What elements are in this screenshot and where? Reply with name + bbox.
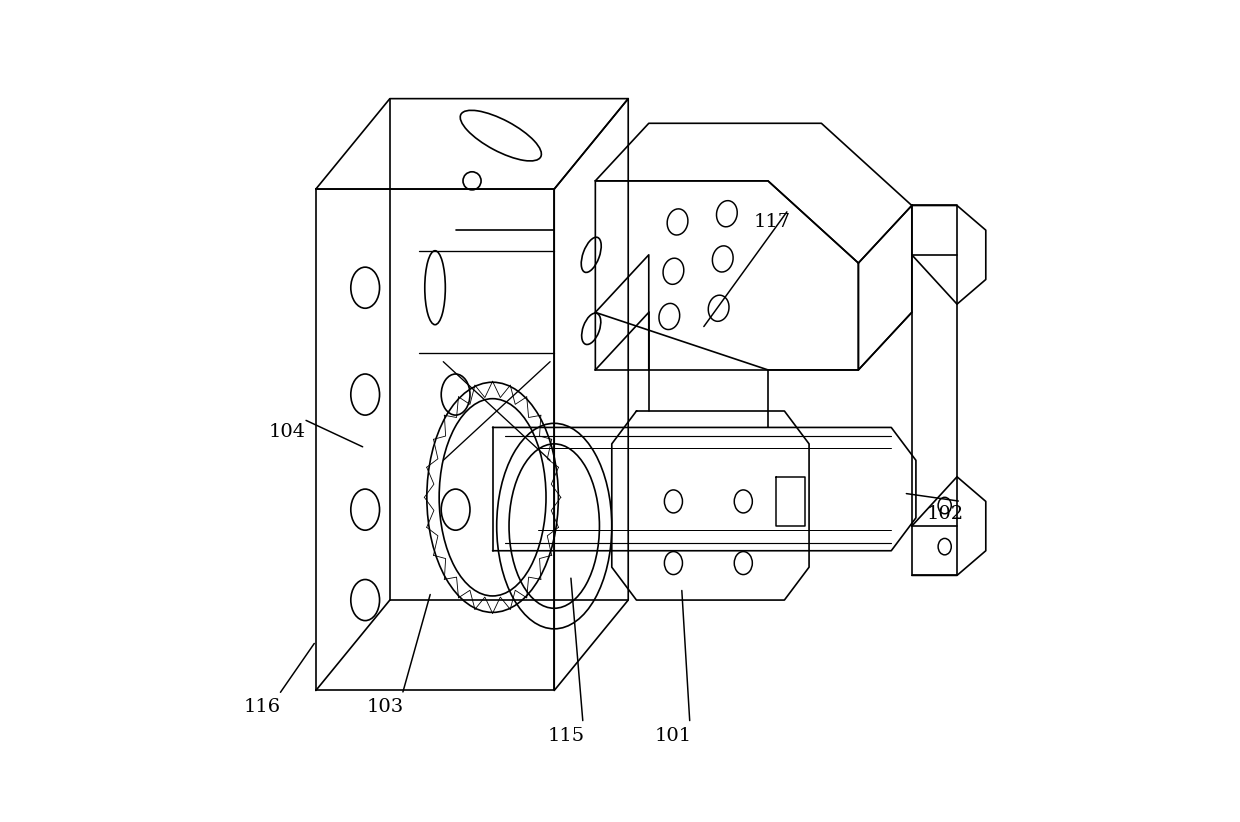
Text: 101: 101 xyxy=(655,727,692,745)
Text: 104: 104 xyxy=(269,423,305,441)
Text: 103: 103 xyxy=(367,698,404,716)
Text: 116: 116 xyxy=(244,698,281,716)
Text: 115: 115 xyxy=(548,727,585,745)
Text: 117: 117 xyxy=(754,213,791,231)
Text: 102: 102 xyxy=(926,505,963,523)
